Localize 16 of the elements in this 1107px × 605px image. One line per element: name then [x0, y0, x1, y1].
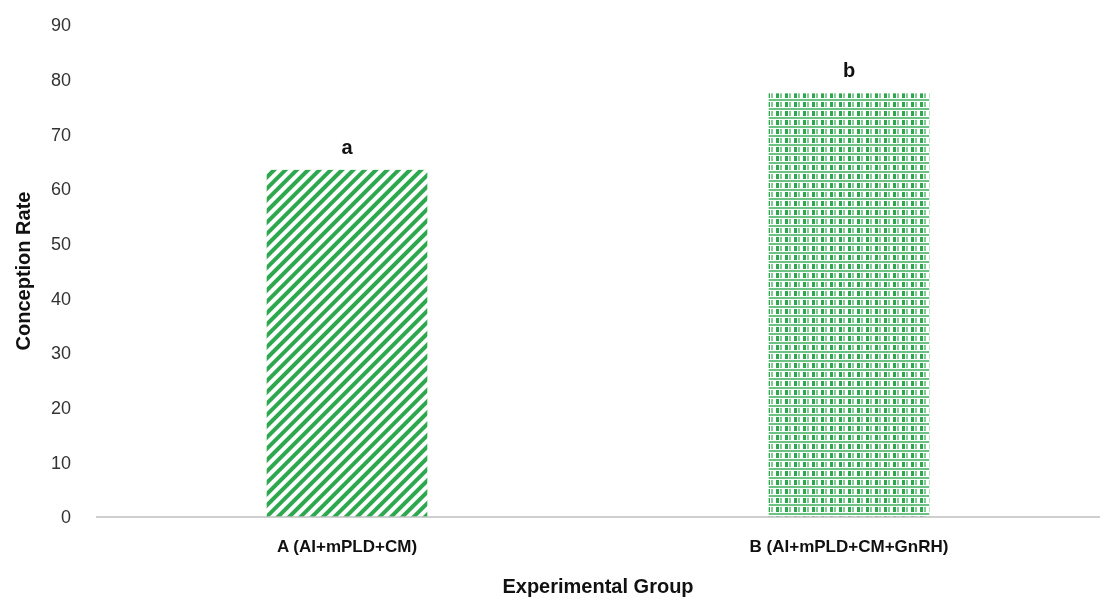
y-tick-label: 60 [50, 179, 71, 200]
y-tick-label: 30 [50, 343, 71, 364]
annotation: b [842, 59, 856, 82]
y-tick-label: 20 [50, 397, 71, 418]
y-tick-label: 40 [50, 288, 71, 309]
y-tick-label: 90 [50, 15, 71, 36]
y-tick-label: 50 [50, 233, 71, 254]
y-tick-label: 80 [50, 69, 71, 90]
y-tick-label: 70 [50, 124, 71, 145]
annotation: a [341, 135, 354, 158]
x-tick-label: B (AI+mPLD+CM+GnRH) [749, 537, 949, 556]
x-axis-title: Experimental Group [502, 575, 694, 597]
y-tick-label: 10 [50, 452, 71, 473]
y-tick-label: 0 [60, 507, 71, 528]
x-tick-label: A (AI+mPLD+CM) [276, 537, 418, 556]
y-axis-title: Conception Rate [12, 191, 34, 351]
